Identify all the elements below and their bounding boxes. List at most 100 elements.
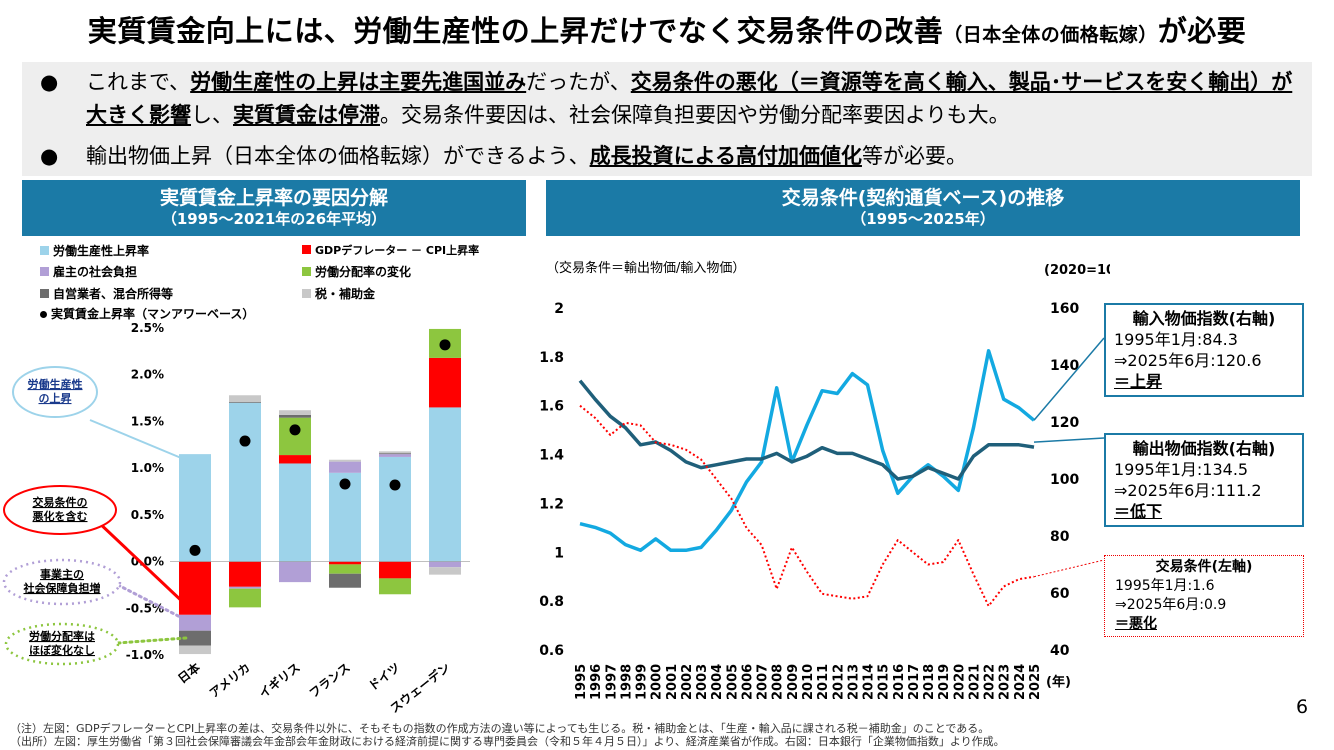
- bullet-emphasis: 労働生産性の上昇は主要先進国並み: [190, 70, 527, 94]
- title-sub: （日本全体の価格転嫁）: [943, 24, 1158, 46]
- x-tick-label: 2008: [771, 664, 786, 700]
- bar-segment: [379, 561, 411, 579]
- y-tick-label: 0.0%: [131, 555, 164, 569]
- left-panel-header: 実質賃金上昇率の要因分解 （1995～2021年の26年平均）: [22, 180, 526, 236]
- footnote-source: （出所）左図：厚生労働省「第３回社会保障審議会年金部会年金財政における経済前提に…: [10, 735, 1005, 748]
- bullet-text: 輸出物価上昇（日本全体の価格転嫁）ができるよう、成長投資による高付加価値化等が必…: [40, 140, 1305, 173]
- callout-bubble: [4, 622, 120, 666]
- bullet-1: ● これまで、労働生産性の上昇は主要先進国並みだったが、交易条件の悪化（＝資源等…: [40, 66, 1305, 132]
- y-tick-left: 0.8: [539, 594, 564, 610]
- bar-segment: [229, 588, 261, 608]
- x-tick-label: 2012: [831, 664, 846, 700]
- import-box-start: 1995年1月:84.3: [1114, 330, 1238, 349]
- legend-swatch: [302, 289, 311, 298]
- bar-segment: [329, 573, 361, 588]
- export-price-box: 輸出物価指数(右軸) 1995年1月:134.5 ⇒2025年6月:111.2 …: [1104, 433, 1304, 527]
- legend-item: 雇主の社会負担: [40, 263, 137, 280]
- bullet-segment: これまで、: [86, 70, 191, 94]
- title-end: が必要: [1157, 14, 1247, 48]
- right-panel-title: 交易条件(契約通貨ベース)の推移: [781, 187, 1065, 209]
- terms-box-title: 交易条件(左軸): [1155, 559, 1253, 575]
- bar-segment: [279, 414, 311, 418]
- callout-social: 社会保障負担増: [23, 581, 101, 595]
- x-tick-label: 2019: [937, 664, 952, 700]
- x-tick-label: 2022: [983, 664, 998, 700]
- title-main: 実質賃金向上には、労働生産性の上昇だけでなく交易条件の改善: [87, 14, 944, 48]
- x-tick-label: 2018: [922, 664, 937, 700]
- bar-segment: [229, 401, 261, 403]
- x-tick-label: 2007: [756, 664, 771, 700]
- x-tick-label: 1997: [604, 664, 619, 700]
- legend-label: 税・補助金: [315, 287, 376, 301]
- box-connector: [1033, 337, 1105, 421]
- bar-segment: [179, 561, 211, 615]
- legend-item: 税・補助金: [302, 285, 375, 302]
- right-panel-header: 交易条件(契約通貨ベース)の推移 （1995～2025年）: [546, 180, 1300, 236]
- footnote-note: （注）左図：GDPデフレーターとCPI上昇率の差は、交易条件以外に、そもそもの指…: [10, 722, 990, 735]
- right-panel-subtitle: （1995～2025年）: [851, 210, 995, 228]
- page-title: 実質賃金向上には、労働生産性の上昇だけでなく交易条件の改善（日本全体の価格転嫁）…: [0, 8, 1334, 50]
- x-unit-label: (年): [1046, 674, 1071, 690]
- x-tick-label: 2001: [665, 664, 680, 700]
- y-tick-right: 80: [1050, 529, 1070, 545]
- bar-segment: [379, 451, 411, 454]
- summary-bullets: ● これまで、労働生産性の上昇は主要先進国並みだったが、交易条件の悪化（＝資源等…: [22, 62, 1312, 176]
- legend-swatch: [302, 267, 311, 276]
- y-tick-left: 1.6: [539, 399, 564, 415]
- legend-dot: [40, 311, 47, 318]
- bar-segment: [229, 395, 261, 402]
- legend-item: 労働分配率の変化: [302, 263, 411, 280]
- wage-growth-dot: [339, 478, 351, 490]
- bar-segment: [329, 461, 361, 473]
- y-tick-left: 1.2: [539, 496, 564, 512]
- terms-box: 交易条件(左軸) 1995年1月:1.6 ⇒2025年6月:0.9 ＝悪化: [1104, 555, 1304, 637]
- bullet-emphasis: 実質賃金は停滞: [233, 103, 380, 127]
- x-tick-label: 2013: [846, 664, 861, 700]
- category-label: ドイツ: [366, 660, 403, 693]
- y-tick-right: 60: [1050, 586, 1070, 602]
- x-tick-label: 2015: [877, 664, 892, 700]
- export-box-start: 1995年1月:134.5: [1114, 460, 1249, 479]
- bar-segment: [279, 463, 311, 562]
- bar-segment: [379, 454, 411, 457]
- callout-bubble: [3, 485, 117, 535]
- x-tick-label: 2006: [740, 664, 755, 700]
- bar-segment: [429, 407, 461, 562]
- x-tick-label: 2017: [907, 664, 922, 700]
- x-tick-label: 1995: [574, 664, 589, 700]
- legend-item: 自営業者、混合所得等: [40, 285, 173, 302]
- legend-swatch: [40, 289, 49, 298]
- callout-labor-share: 労働分配率は: [29, 629, 95, 643]
- import-box-end: ⇒2025年6月:120.6: [1114, 351, 1262, 370]
- x-tick-label: 2009: [786, 664, 801, 700]
- y-tick-right: 100: [1050, 472, 1079, 488]
- x-tick-label: 2016: [892, 664, 907, 700]
- bar-segment: [179, 454, 211, 562]
- callout-social: 事業主の: [40, 567, 84, 581]
- legend-item: 実質賃金上昇率（マンアワーベース）: [40, 305, 254, 322]
- bullet-dot: ●: [40, 144, 59, 168]
- bar-segment: [179, 645, 211, 655]
- x-tick-label: 2011: [816, 664, 831, 700]
- bullet-segment: だったが、: [526, 70, 631, 94]
- bullet-emphasis: 交易条件の悪化（＝資源等を高く輸入、製品･サービスを安く輸出）が大きく影響: [86, 70, 1293, 127]
- bar-segment: [379, 578, 411, 595]
- legend-swatch: [40, 246, 49, 255]
- legend-label: GDPデフレーター － CPI上昇率: [315, 244, 480, 257]
- bullet-dot: ●: [40, 70, 59, 94]
- export-box-title: 輸出物価指数(右軸): [1132, 439, 1276, 458]
- terms-box-result: ＝悪化: [1115, 616, 1157, 632]
- bar-segment: [179, 630, 211, 646]
- y-tick-left: 0.6: [539, 643, 564, 659]
- y-tick-right: 160: [1050, 301, 1079, 317]
- box-connector: [1033, 437, 1105, 443]
- export-box-end: ⇒2025年6月:111.2: [1114, 481, 1262, 500]
- y-tick-label: 2.0%: [131, 368, 164, 382]
- callout-bubble: [2, 558, 122, 606]
- wage-growth-dot: [439, 339, 451, 351]
- left-panel-title: 実質賃金上昇率の要因分解: [159, 187, 388, 209]
- x-tick-label: 1998: [619, 664, 634, 700]
- bar-segment: [229, 402, 261, 562]
- bar-segment: [329, 561, 361, 565]
- bullet-segment: し、: [191, 103, 233, 127]
